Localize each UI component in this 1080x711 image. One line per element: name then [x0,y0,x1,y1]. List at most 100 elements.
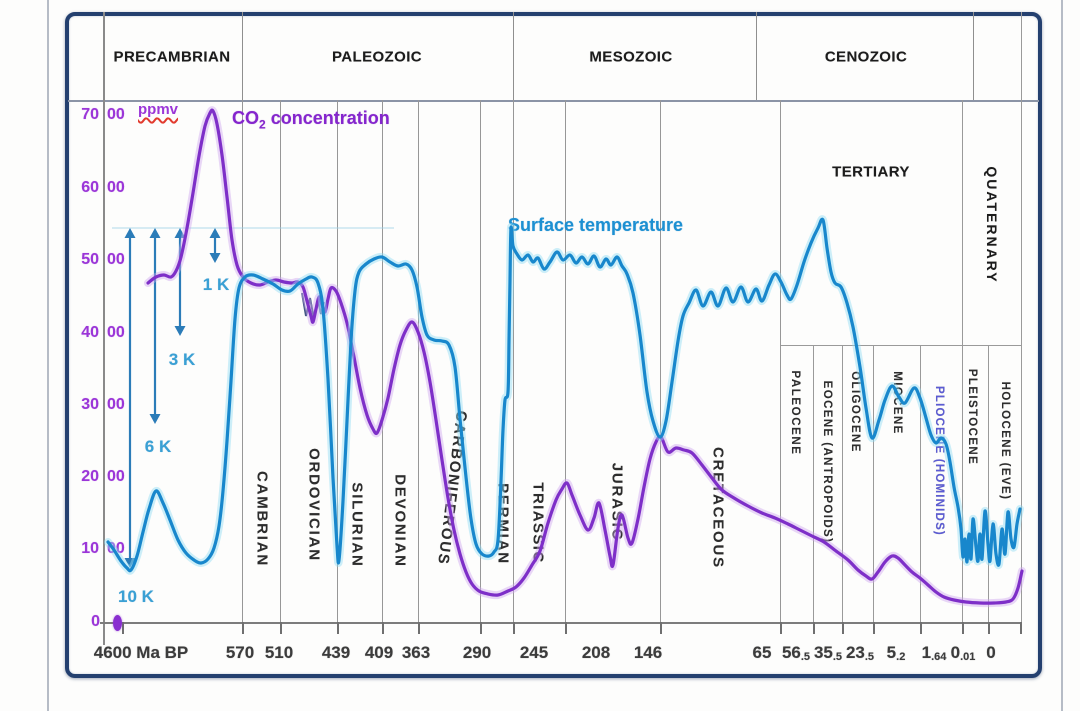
gridline [418,100,419,622]
gridline [988,345,989,622]
x-tick-frac: .2 [896,651,906,663]
x-tick-label: 510 [265,643,293,663]
period-label: JURASIC [608,462,626,542]
x-tick-label: 35.5 [814,643,842,663]
y-tick-part: 60 [81,179,99,196]
temp-scale-label: 3 K [168,350,196,369]
gridline [337,100,338,622]
x-tick-mark [382,622,384,634]
temp-scale-label: 1 K [202,275,230,294]
y-axis-line [103,12,105,645]
gridline [660,100,661,622]
period-label: DEVONIAN [391,474,409,568]
x-tick-mark [513,622,515,634]
x-tick-main: 208 [581,643,611,662]
period-label: CAMBRIAN [253,470,271,568]
x-tick-label: 65 [753,643,772,663]
gridline [242,100,243,622]
co2-series-label: CO2 concentration [232,108,390,132]
x-tick-main: 4600 Ma BP [93,643,189,662]
gridline [873,345,874,622]
gridline [813,345,814,622]
x-tick-label: 23.5 [846,643,874,663]
page-edge-right [1061,0,1063,711]
gridline [565,100,566,622]
x-tick-frac: .5 [832,651,843,663]
gridline [480,100,481,622]
x-tick-main: 146 [633,643,663,662]
gridline [920,345,921,622]
period-label: PLIOCENE (HOMINIDS) [933,386,945,536]
x-tick-main: 1 [921,643,932,662]
period-label: PLEISTOCENE [966,368,978,466]
x-tick-mark [122,622,124,634]
x-tick-label: 0.01 [951,643,976,663]
x-tick-label: 5.2 [887,643,906,663]
period-label: EOCENE (ANTROPOIDS) [821,380,833,544]
chart-border-frame [65,12,1042,678]
x-tick-main: 0 [986,643,996,662]
x-tick-main: 409 [364,643,394,662]
y-tick-part: 00 [107,106,125,123]
header-divider [242,12,243,100]
x-tick-mark [480,622,482,634]
y-tick-part: 00 [107,251,125,268]
gridline [513,100,514,622]
y-tick-part: 00 [107,179,125,196]
co2-text: CO [232,108,259,128]
tertiary-quaternary-divider [962,100,963,622]
x-tick-main: 35 [813,643,833,662]
y-tick-part: 00 [107,540,125,557]
x-tick-mark [813,622,815,634]
x-tick-label: 409 [365,643,393,663]
x-tick-mark [242,622,244,634]
page-edge-left [47,0,49,711]
x-tick-frac: .64 [931,651,947,663]
header-divider [756,12,757,100]
x-tick-label: 4600 Ma BP [94,643,189,663]
x-tick-label: 208 [582,643,610,663]
tertiary-label: TERTIARY [832,163,910,181]
x-tick-mark [842,622,844,634]
x-tick-frac: .5 [800,651,811,663]
x-tick-label: 1.64 [922,643,947,663]
x-tick-main: 245 [519,643,549,662]
x-tick-label: 290 [463,643,491,663]
y-axis-label: 20 00 [81,468,125,486]
x-tick-mark [660,622,662,634]
y-tick-part: 40 [81,324,99,341]
x-tick-mark [280,622,282,634]
x-tick-main: 510 [264,643,294,662]
period-label: MIOCENE [891,371,903,435]
x-tick-main: 290 [462,643,492,662]
x-tick-main: 56 [781,643,801,662]
x-tick-main: 363 [401,643,431,662]
gridline [280,100,281,622]
x-tick-label: 146 [634,643,662,663]
y-tick-part: 0 [91,613,100,630]
origin-zero-marker [113,615,122,631]
x-tick-mark [780,622,782,634]
x-tick-mark [920,622,922,634]
x-tick-label: 439 [322,643,350,663]
x-tick-mark [873,622,875,634]
header-divider [973,12,974,100]
x-tick-main: 65 [752,643,772,662]
period-label: SILURIAN [348,482,366,568]
plot-right-edge-line [1021,12,1022,622]
x-tick-main: 23 [845,643,865,662]
era-label: PALEOZOIC [332,48,422,66]
x-axis-line [100,622,1021,624]
y-tick-part: 10 [81,540,99,557]
y-axis-label: 10 00 [81,540,125,558]
y-tick-part: 50 [81,251,99,268]
cenozoic-box-top-line [780,345,1021,346]
ppmv-unit-label: ppmv [138,101,179,118]
y-axis-label: 30 00 [81,396,125,414]
quaternary-label: QUATERNARY [984,166,1000,284]
header-divider [513,12,514,100]
temp-scale-label: 10 K [118,587,154,606]
y-tick-part: 00 [107,324,125,341]
y-axis-label: 60 00 [81,179,125,197]
